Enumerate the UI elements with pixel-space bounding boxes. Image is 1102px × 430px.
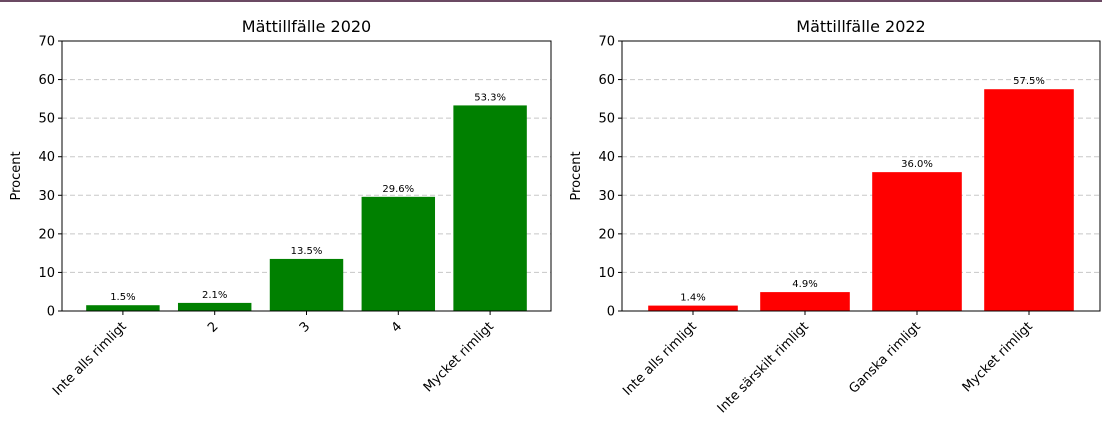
y-tick-label: 10	[38, 266, 55, 281]
x-tick-label: Inte alls rimligt	[620, 319, 700, 399]
bar-data-label: 2.1%	[202, 290, 227, 301]
window-top-border	[0, 0, 1102, 2]
bar	[361, 196, 436, 311]
bar	[453, 105, 527, 312]
bar-data-label: 53.3%	[474, 92, 506, 103]
bar	[648, 305, 738, 311]
y-tick-label: 70	[38, 35, 55, 50]
y-tick-label: 0	[47, 305, 55, 320]
x-tick-label: Mycket rimligt	[421, 319, 497, 395]
y-tick-label: 30	[598, 189, 615, 204]
y-tick-label: 50	[38, 112, 55, 127]
y-tick-label: 60	[598, 73, 615, 88]
chart-2020: 1.5% 2.1%13.5%29.6%53.3% 010203040506070 …	[9, 17, 552, 399]
bar	[177, 302, 252, 311]
bar-data-label: 1.5%	[110, 292, 135, 303]
bar-data-label: 57.5%	[1013, 76, 1045, 87]
y-tick-label: 40	[38, 150, 55, 165]
bar-data-label: 4.9%	[792, 279, 817, 290]
plot-frame	[621, 40, 1101, 312]
bar	[269, 258, 344, 311]
x-tick-label: Mycket rimligt	[960, 319, 1036, 395]
y-axis-label: Procent	[569, 151, 584, 200]
bar-data-label: 1.4%	[680, 293, 705, 304]
y-tick-label: 0	[607, 305, 615, 320]
y-tick-label: 20	[598, 227, 615, 242]
y-tick-label: 60	[38, 73, 55, 88]
chart-title: Mättillfälle 2022	[796, 17, 925, 36]
bar	[760, 292, 850, 311]
chart-2022: 1.4% 4.9% 36.0% 57.5% 0 10 20 30 40 50 60 70 Inte …	[569, 17, 1101, 416]
y-tick-label: 20	[38, 227, 55, 242]
bar	[984, 89, 1074, 311]
y-tick-label: 30	[38, 189, 55, 204]
bar-data-label: 36.0%	[901, 159, 933, 170]
bar-data-label: 29.6%	[382, 184, 414, 195]
y-tick-label: 10	[598, 266, 615, 281]
x-tick-label: 3	[297, 319, 313, 335]
y-axis-label: Procent	[9, 151, 24, 200]
y-tick-label: 40	[598, 150, 615, 165]
x-tick-label: 2	[205, 319, 221, 335]
bar	[86, 305, 160, 311]
y-tick-label: 70	[598, 35, 615, 50]
y-tick-label: 50	[598, 112, 615, 127]
chart-title: Mättillfälle 2020	[242, 17, 371, 36]
bar-data-label: 13.5%	[291, 246, 323, 257]
x-tick-label: Inte alls rimligt	[50, 319, 130, 399]
x-tick-label: Ganska rimligt	[846, 319, 924, 397]
x-tick-label: Inte särskilt rimligt	[715, 319, 812, 416]
x-tick-label: 4	[389, 319, 405, 335]
bar	[872, 172, 962, 311]
